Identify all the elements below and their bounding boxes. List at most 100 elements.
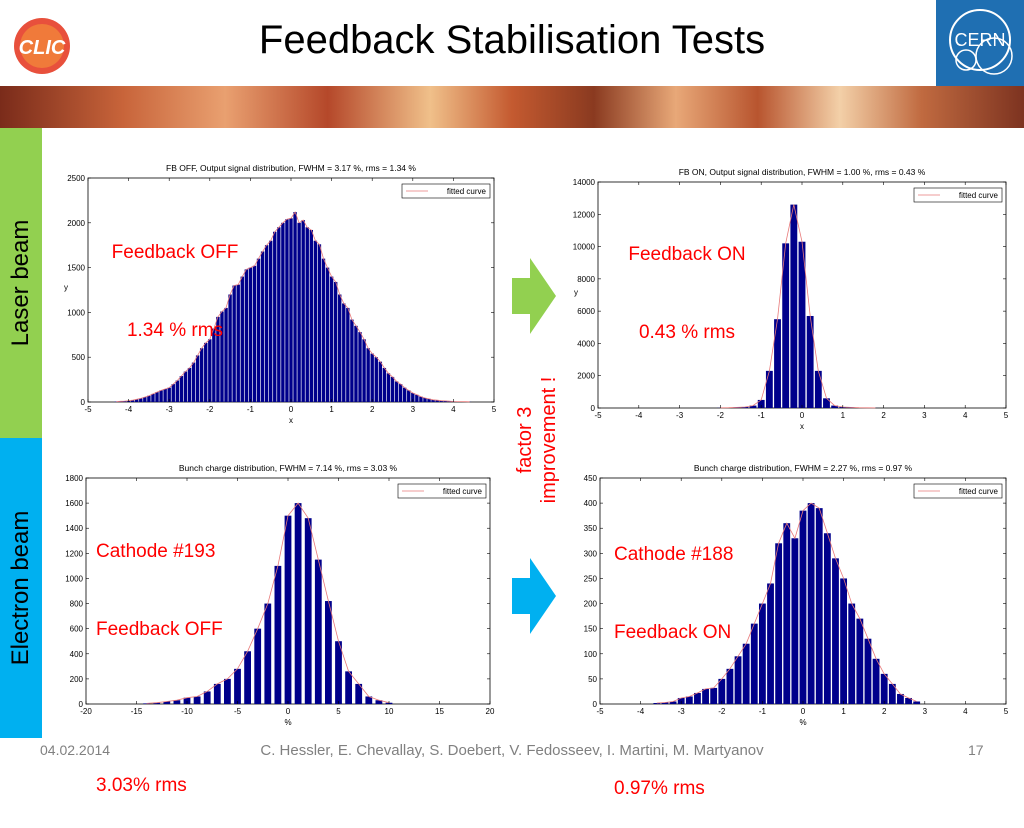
x-tick-label: 4	[451, 405, 456, 414]
x-tick-label: -3	[676, 411, 684, 420]
chart-title: Bunch charge distribution, FWHM = 7.14 %…	[179, 463, 398, 473]
histogram-bar	[379, 362, 382, 402]
histogram-bar	[224, 679, 231, 704]
y-axis-label: y	[64, 283, 68, 292]
blue-arrow-icon	[512, 558, 556, 634]
histogram-bar	[147, 396, 150, 402]
x-tick-label: -4	[635, 411, 643, 420]
x-tick-label: 5	[492, 405, 497, 414]
x-tick-label: -1	[759, 707, 767, 716]
x-tick-label: 5	[1004, 411, 1009, 420]
x-tick-label: 0	[800, 411, 805, 420]
x-tick-label: -2	[206, 405, 214, 414]
histogram-bar	[326, 268, 329, 402]
histogram-bar	[366, 348, 369, 402]
x-tick-label: 3	[922, 411, 927, 420]
histogram-bar	[254, 629, 261, 704]
y-tick-label: 14000	[573, 178, 596, 187]
histogram-bar	[824, 533, 831, 704]
histogram-bar	[335, 641, 342, 704]
histogram-bar	[387, 373, 390, 402]
x-tick-label: 4	[963, 411, 968, 420]
histogram-bar	[310, 230, 313, 402]
histogram-bar	[277, 227, 280, 402]
overlay-c193-line-4: 3.03% rms	[96, 773, 223, 799]
y-tick-label: 8000	[577, 275, 595, 284]
histogram-bar	[407, 390, 410, 402]
histogram-bar	[306, 227, 309, 402]
histogram-bar	[350, 320, 353, 402]
overlay-fb-off-line-2: 1.34 % rms	[90, 318, 260, 344]
histogram-bar	[383, 368, 386, 402]
histogram-bar	[261, 251, 264, 402]
x-tick-label: 0	[801, 707, 806, 716]
y-tick-label: 200	[584, 600, 598, 609]
y-tick-label: 350	[584, 524, 598, 533]
overlay-c188-spacer	[614, 698, 733, 724]
histogram-bar	[285, 516, 292, 704]
x-tick-label: 10	[385, 707, 394, 716]
overlay-cathode-193: Cathode #193 Feedback OFF 3.03% rms	[96, 487, 223, 825]
overlay-fb-on: Feedback ON 0.43 % rms	[602, 190, 772, 372]
overlay-c193-line-1: Cathode #193	[96, 539, 223, 565]
laser-beam-label: Laser beam	[7, 220, 35, 347]
histogram-bar	[314, 241, 317, 402]
y-tick-label: 1200	[65, 549, 83, 558]
histogram-bar	[800, 511, 807, 704]
histogram-bar	[346, 308, 349, 402]
histogram-bar	[305, 518, 312, 704]
histogram-bar	[269, 241, 272, 402]
y-tick-label: 800	[70, 600, 84, 609]
x-tick-label: 20	[486, 707, 495, 716]
histogram-bar	[790, 205, 797, 408]
cern-logo-graphic: CERN	[936, 0, 1024, 86]
y-tick-label: 400	[584, 499, 598, 508]
histogram-bar	[751, 624, 758, 704]
x-axis-label: %	[799, 718, 806, 727]
histogram-bar	[180, 376, 183, 402]
histogram-bar	[297, 223, 300, 402]
histogram-bar	[330, 277, 333, 402]
histogram-bar	[848, 604, 855, 704]
histogram-bar	[403, 388, 406, 402]
overlay-c188-line-4: 0.97% rms	[614, 776, 733, 802]
slide-title: Feedback Stabilisation Tests	[0, 18, 1024, 63]
histogram-bar	[415, 395, 418, 402]
overlay-c188-line-2: Feedback ON	[614, 620, 733, 646]
histogram-bar	[815, 371, 822, 408]
overlay-c188-line-1: Cathode #188	[614, 542, 733, 568]
histogram-bar	[264, 604, 271, 704]
histogram-bar	[395, 381, 398, 402]
histogram-bar	[188, 368, 191, 402]
x-tick-label: -3	[166, 405, 174, 414]
histogram-bar	[913, 701, 920, 704]
histogram-bar	[234, 669, 241, 704]
x-tick-label: -1	[247, 405, 255, 414]
x-tick-label: 2	[370, 405, 375, 414]
factor-line-1: factor 3	[513, 377, 537, 504]
x-tick-label: 2	[881, 411, 886, 420]
y-tick-label: 400	[70, 650, 84, 659]
x-tick-label: 3	[923, 707, 928, 716]
x-tick-label: 0	[289, 405, 294, 414]
x-tick-label: -5	[596, 707, 604, 716]
histogram-bar	[832, 558, 839, 704]
clic-logo-graphic: CLIC	[10, 12, 74, 76]
histogram-bar	[873, 659, 880, 704]
y-tick-label: 100	[584, 650, 598, 659]
y-tick-label: 50	[588, 675, 597, 684]
histogram-bar	[370, 354, 373, 402]
x-tick-label: 1	[841, 707, 846, 716]
y-tick-label: 200	[70, 675, 84, 684]
x-tick-label: -5	[594, 411, 602, 420]
overlay-fb-off-line-1: Feedback OFF	[90, 240, 260, 266]
y-tick-label: 1400	[65, 524, 83, 533]
y-tick-label: 450	[584, 474, 598, 483]
y-tick-label: 1000	[65, 574, 83, 583]
x-tick-label: 3	[411, 405, 416, 414]
histogram-bar	[184, 372, 187, 402]
y-tick-label: 0	[593, 700, 598, 709]
chart-legend: fitted curve	[402, 184, 490, 198]
histogram-bar	[163, 389, 166, 402]
y-tick-label: 600	[70, 625, 84, 634]
